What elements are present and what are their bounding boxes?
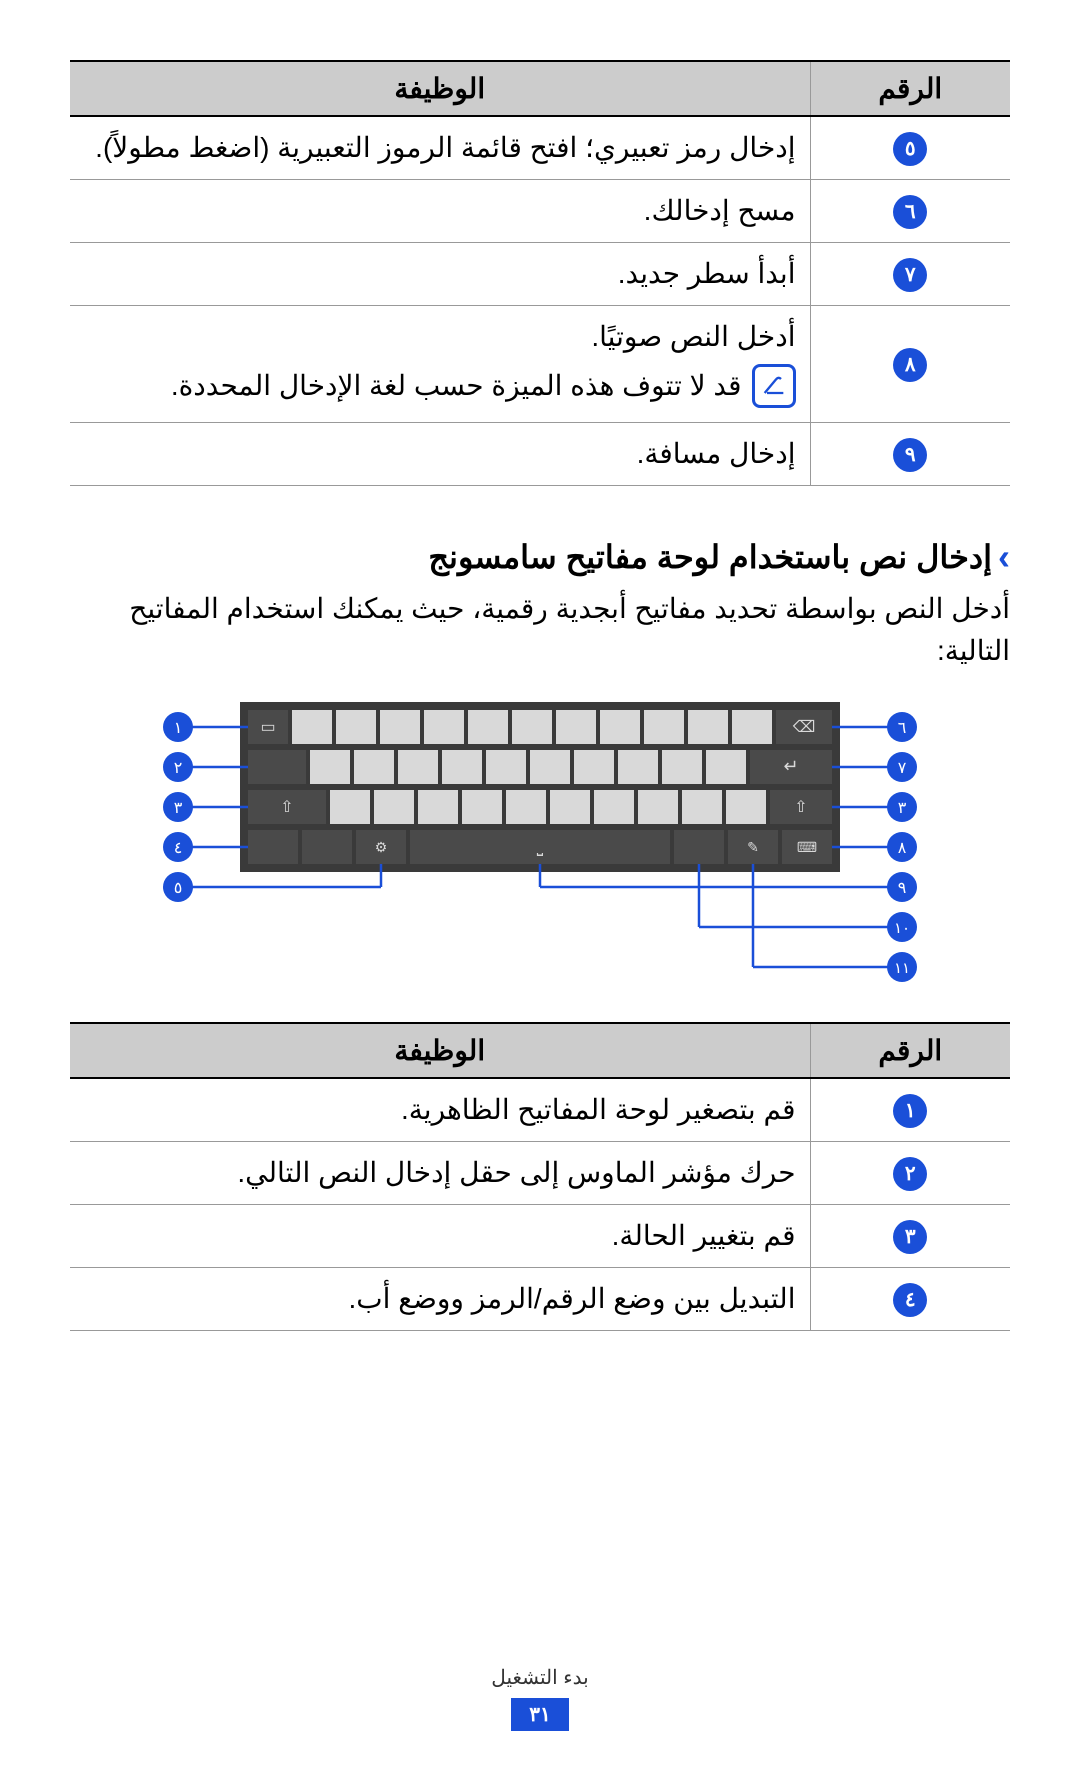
row-num-badge: ٧ [893, 258, 927, 292]
svg-text:١١: ١١ [894, 960, 910, 977]
table2-header-num: الرقم [810, 1023, 1010, 1078]
svg-text:⇧: ⇧ [280, 799, 293, 816]
row-num-badge: ٥ [893, 132, 927, 166]
svg-text:٥: ٥ [174, 880, 183, 897]
svg-text:⇧: ⇧ [794, 799, 807, 816]
table-row: ١ قم بتصغير لوحة المفاتيح الظاهرية. [70, 1078, 1010, 1142]
keyboard-svg: ▭ ⌫ ↵ ⇧ [70, 692, 1010, 992]
svg-text:٨: ٨ [898, 840, 907, 857]
table-row: ٦ مسح إدخالك. [70, 180, 1010, 243]
row-num-badge: ٤ [893, 1283, 927, 1317]
kb-row-2: ↵ [248, 750, 832, 784]
keyboard-diagram: ▭ ⌫ ↵ ⇧ [70, 692, 1010, 992]
kb-row-3: ⇧ ⇧ [248, 790, 832, 824]
note-icon [752, 364, 796, 408]
table1-header-func: الوظيفة [70, 61, 810, 116]
svg-text:⚙: ⚙ [375, 839, 388, 855]
row-func: قم بتغيير الحالة. [70, 1205, 810, 1268]
row-num-badge: ٢ [893, 1157, 927, 1191]
row-num-badge: ٣ [893, 1220, 927, 1254]
section-title: › إدخال نص باستخدام لوحة مفاتيح سامسونج [70, 536, 1010, 578]
svg-text:٣: ٣ [174, 800, 183, 817]
svg-text:▭: ▭ [260, 719, 275, 736]
table-row: ٤ التبديل بين وضع الرقم/الرمز ووضع أب. [70, 1268, 1010, 1331]
table-row: ٥ إدخال رمز تعبيري؛ افتح قائمة الرموز ال… [70, 116, 1010, 180]
table-row: ٧ أبدأ سطر جديد. [70, 243, 1010, 306]
row-func: أدخل النص صوتيًا. قد لا تتوف هذه الميزة … [70, 306, 810, 423]
section-desc: أدخل النص بواسطة تحديد مفاتيح أبجدية رقم… [70, 588, 1010, 672]
table2-header-func: الوظيفة [70, 1023, 810, 1078]
chevron-icon: › [998, 536, 1010, 578]
row-func: أبدأ سطر جديد. [70, 243, 810, 306]
footer-text: بدء التشغيل [0, 1665, 1080, 1690]
row-func: حرك مؤشر الماوس إلى حقل إدخال النص التال… [70, 1142, 810, 1205]
svg-text:١: ١ [174, 720, 183, 737]
note-text: قد لا تتوف هذه الميزة حسب لغة الإدخال ال… [171, 365, 742, 407]
svg-text:٦: ٦ [898, 720, 907, 737]
svg-text:١٠: ١٠ [894, 920, 910, 937]
row-num-badge: ٨ [893, 348, 927, 382]
section-title-text: إدخال نص باستخدام لوحة مفاتيح سامسونج [428, 538, 992, 576]
row-num-badge: ١ [893, 1094, 927, 1128]
table-row: ٣ قم بتغيير الحالة. [70, 1205, 1010, 1268]
table1-header-num: الرقم [810, 61, 1010, 116]
row-func: مسح إدخالك. [70, 180, 810, 243]
row-func: التبديل بين وضع الرقم/الرمز ووضع أب. [70, 1268, 810, 1331]
table-row: ٨ أدخل النص صوتيًا. قد لا تتوف هذه الميز… [70, 306, 1010, 423]
row-func: إدخال مسافة. [70, 423, 810, 486]
svg-text:✎: ✎ [747, 839, 759, 855]
page-footer: بدء التشغيل ٣١ [0, 1665, 1080, 1731]
function-table-1: الرقم الوظيفة ٥ إدخال رمز تعبيري؛ افتح ق… [70, 60, 1010, 486]
svg-text:↵: ↵ [783, 756, 798, 776]
svg-text:⌨: ⌨ [797, 839, 817, 855]
row-func: قم بتصغير لوحة المفاتيح الظاهرية. [70, 1078, 810, 1142]
svg-text:٤: ٤ [174, 840, 183, 857]
row-num-badge: ٩ [893, 438, 927, 472]
row-func-text: أدخل النص صوتيًا. [84, 316, 796, 358]
row-num-badge: ٦ [893, 195, 927, 229]
table-row: ٩ إدخال مسافة. [70, 423, 1010, 486]
svg-text:٧: ٧ [898, 760, 907, 777]
svg-text:⌫: ⌫ [793, 719, 816, 736]
kb-row-4: ⚙ ⎵ ✎ ⌨ [248, 830, 832, 864]
svg-text:٢: ٢ [174, 760, 183, 777]
svg-text:٣: ٣ [898, 800, 907, 817]
note-box: قد لا تتوف هذه الميزة حسب لغة الإدخال ال… [171, 364, 796, 408]
row-func: إدخال رمز تعبيري؛ افتح قائمة الرموز التع… [70, 116, 810, 180]
table-row: ٢ حرك مؤشر الماوس إلى حقل إدخال النص الت… [70, 1142, 1010, 1205]
svg-text:٩: ٩ [898, 880, 907, 897]
page-number: ٣١ [511, 1698, 568, 1731]
svg-text:⎵: ⎵ [537, 839, 544, 856]
function-table-2: الرقم الوظيفة ١ قم بتصغير لوحة المفاتيح … [70, 1022, 1010, 1331]
